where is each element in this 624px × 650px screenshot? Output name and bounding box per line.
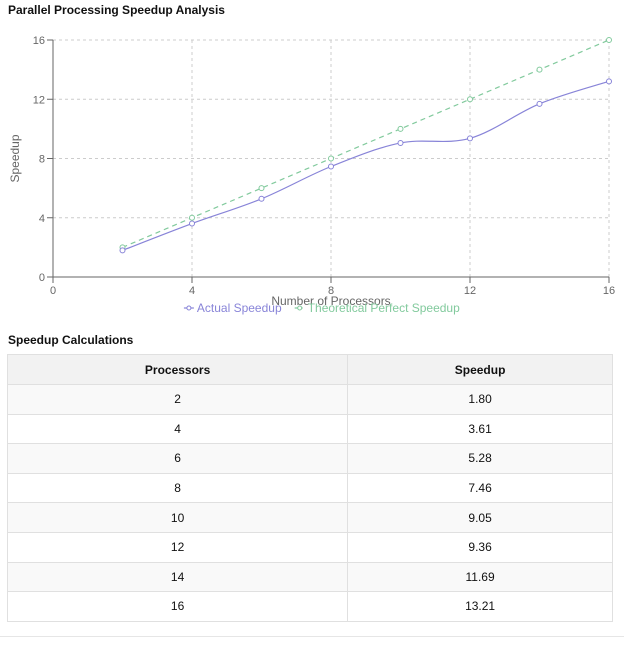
legend-label-actual-speedup: Actual Speedup [197,301,282,315]
legend-marker-theoretical-perfect-speedup [297,305,303,311]
cell-processors: 2 [6,384,349,415]
cell-speedup: 1.80 [347,384,613,415]
data-point-theoretical-perfect-speedup [189,214,195,221]
table-row: 2 1.80 [6,384,613,415]
data-point-actual-speedup [606,78,612,85]
cell-speedup: 5.28 [347,443,613,474]
table-header-row: Processors Speedup [6,354,613,385]
cell-processors: 4 [6,413,349,445]
series-line-actual-speedup [122,80,610,251]
table-row: 6 5.28 [6,443,613,474]
x-tick-label: 4 [189,285,195,297]
speedup-chart: 0 4 8 12 16 0 4 8 12 16 Number of Processors Speedu… [8,35,615,315]
x-tick-label: 12 [464,285,476,297]
x-tick-label: 16 [603,285,615,297]
data-point-actual-speedup [258,195,265,202]
data-point-theoretical-perfect-speedup [258,185,265,192]
chart-title: Parallel Processing Speedup Analysis [8,3,225,17]
table-title: Speedup Calculations [8,333,134,347]
data-point-actual-speedup [119,247,126,254]
header-processors: Processors [6,354,349,385]
cell-speedup: 11.69 [347,561,613,593]
header-speedup: Speedup [347,354,613,385]
table-row: 12 9.36 [6,531,613,563]
data-point-actual-speedup [189,220,195,227]
table-row: 4 3.61 [6,413,613,445]
table-row: 10 9.05 [6,502,613,533]
cell-processors: 6 [6,443,349,474]
x-tick-label: 0 [50,285,56,297]
cell-processors: 14 [6,561,349,593]
y-tick-label: 0 [39,272,45,284]
data-point-theoretical-perfect-speedup [536,66,543,73]
y-tick-label: 16 [33,35,45,47]
data-point-actual-speedup [397,139,404,146]
cell-speedup: 3.61 [347,413,613,445]
table-row: 14 11.69 [6,561,613,593]
series-line-theoretical-perfect-speedup [122,39,610,248]
table-row: 8 7.46 [6,472,613,504]
table-row: 16 13.21 [6,591,613,622]
x-tick-label: 8 [328,285,334,297]
data-point-actual-speedup [328,163,334,170]
divider [0,636,624,637]
legend-label-theoretical-perfect-speedup: Theoretical Perfect Speedup [308,301,460,315]
y-tick-label: 8 [39,154,45,166]
data-point-theoretical-perfect-speedup [606,37,612,43]
y-tick-label: 4 [39,213,45,225]
legend-marker-actual-speedup [186,305,192,311]
data-point-theoretical-perfect-speedup [397,125,404,132]
cell-processors: 16 [6,591,349,622]
cell-speedup: 9.05 [347,502,613,533]
cell-speedup: 9.36 [347,531,613,563]
y-axis-label: Speedup [8,134,22,182]
cell-processors: 10 [6,502,349,533]
cell-processors: 12 [6,531,349,563]
data-point-theoretical-perfect-speedup [467,96,473,103]
speedup-table: Processors Speedup 2 1.80 4 3.61 6 5.28 8 7.… [6,354,613,622]
x-axis-label: Number of Processors [271,294,390,308]
cell-processors: 8 [6,472,349,504]
data-point-theoretical-perfect-speedup [328,155,334,162]
data-point-actual-speedup [536,100,543,107]
cell-speedup: 7.46 [347,472,613,504]
y-tick-label: 12 [33,94,45,106]
cell-speedup: 13.21 [347,591,613,622]
data-point-actual-speedup [467,135,473,142]
